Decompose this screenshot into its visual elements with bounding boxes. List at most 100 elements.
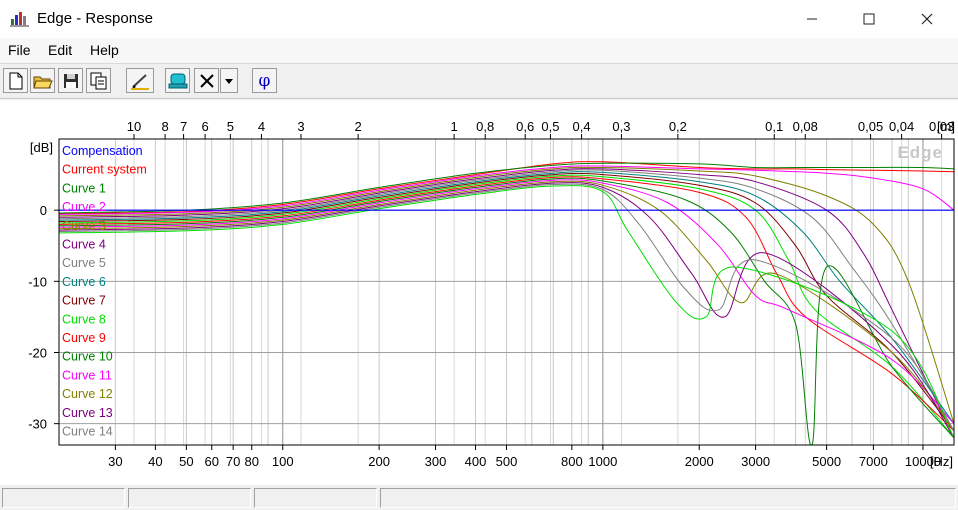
minimize-button[interactable] [783, 0, 841, 38]
x2-tick-label: 8 [161, 119, 168, 134]
open-button[interactable] [30, 68, 55, 93]
menu-edit[interactable]: Edit [48, 42, 73, 58]
x2-tick-label: 0,08 [793, 119, 818, 134]
y-axis-label: [dB] [30, 140, 53, 155]
response-curve-6 [59, 171, 954, 424]
x-tick-label: 100 [272, 454, 294, 469]
edge-watermark: Edge [897, 143, 943, 162]
menu-help[interactable]: Help [90, 42, 119, 58]
x2-tick-label: 0,8 [476, 119, 494, 134]
legend-entry: Curve 5 [62, 256, 106, 270]
x-tick-label: 10000 [905, 454, 941, 469]
save-disk-icon [63, 73, 78, 88]
x2-tick-label: 0,6 [516, 119, 534, 134]
response-curve-7 [59, 172, 954, 432]
x-tick-label: 80 [244, 454, 258, 469]
speaker-button[interactable] [165, 68, 190, 93]
response-curve-11 [59, 179, 954, 425]
x-tick-label: 7000 [859, 454, 888, 469]
maximize-button[interactable] [840, 0, 898, 38]
response-chart-area: 30 40 50 60 70 80 100 200 300 400 500 800 1000 2000 30… [0, 100, 958, 485]
legend-entry: Curve 4 [62, 238, 106, 252]
response-chart[interactable]: 30 40 50 60 70 80 100 200 300 400 500 800 1000 2000 30… [0, 100, 958, 485]
x-tick-label: 50 [179, 454, 193, 469]
legend-entry: Compensation [62, 144, 143, 158]
response-curve-13 [59, 182, 954, 439]
y-tick-label: -30 [28, 417, 47, 432]
save-button[interactable] [58, 68, 83, 93]
maximize-icon [863, 13, 875, 25]
copy-button[interactable] [86, 68, 111, 93]
x-tick-label: 2000 [685, 454, 714, 469]
response-curve-14 [59, 183, 954, 432]
response-curve-8 [59, 174, 954, 439]
draw-pen-button[interactable] [126, 68, 154, 93]
y-tick-label: 0 [40, 203, 47, 218]
x-tick-label: 200 [368, 454, 390, 469]
y-tick-label: -20 [28, 345, 47, 360]
plot-frame [58, 138, 955, 446]
x2-tick-label: 0,4 [573, 119, 591, 134]
x2-tick-label: 1 [450, 119, 457, 134]
x2-tick-label: 10 [127, 119, 141, 134]
legend-entry: Curve 10 [62, 350, 113, 364]
x-tick-label: 40 [148, 454, 162, 469]
x-tick-label: 800 [561, 454, 583, 469]
response-curve-3 [59, 166, 954, 424]
x2-tick-label: 0,5 [541, 119, 559, 134]
clear-dropdown-button[interactable] [220, 68, 238, 93]
phase-button[interactable]: φ [252, 68, 277, 93]
x2-tick-label: 4 [258, 119, 265, 134]
x-axis-label: [Hz] [930, 454, 953, 469]
x-tick-label: 70 [226, 454, 240, 469]
new-button[interactable] [3, 68, 28, 93]
x2-tick-label: 0,3 [612, 119, 630, 134]
delete-x-icon [199, 73, 214, 88]
chevron-down-icon [225, 78, 233, 84]
legend-entry: Curve 13 [62, 406, 113, 420]
x2-tick-label: 7 [180, 119, 187, 134]
x-tick-label: 1000 [588, 454, 617, 469]
status-bar [0, 486, 958, 510]
x2-tick-label: 0,03 [929, 119, 954, 134]
x2-tick-label: 0,2 [669, 119, 687, 134]
x2-tick-label: 0,04 [889, 119, 914, 134]
response-curve-5 [59, 169, 954, 432]
x2-tick-label: 6 [201, 119, 208, 134]
x-tick-label: 60 [204, 454, 218, 469]
clear-curves-button[interactable] [194, 68, 219, 93]
toolbar: φ [0, 64, 958, 99]
x2-tick-label: 0,1 [765, 119, 783, 134]
x2-axis-label: [m] [937, 119, 955, 134]
x-tick-label: 3000 [741, 454, 770, 469]
close-button[interactable] [898, 0, 956, 38]
status-pane-1 [2, 488, 125, 508]
minimize-icon [807, 18, 817, 20]
status-pane-4 [380, 488, 956, 508]
title-bar: Edge - Response [0, 0, 958, 38]
menu-file[interactable]: File [8, 42, 31, 58]
x2-tick-label: 3 [297, 119, 304, 134]
legend-entry: Curve 2 [62, 200, 106, 214]
close-icon [921, 13, 933, 25]
y-tick-label: -10 [28, 274, 47, 289]
legend-entry: Curve 7 [62, 294, 106, 308]
legend-entry: Curve 8 [62, 312, 106, 326]
legend-entry: Curve 14 [62, 425, 113, 439]
copy-icon [90, 72, 106, 89]
x-tick-label: 300 [425, 454, 447, 469]
response-curve-10 [59, 177, 954, 445]
status-pane-3 [254, 488, 377, 508]
menu-bar: File Edit Help [0, 38, 958, 64]
legend-entry: Curve 11 [62, 368, 112, 382]
x-tick-label: 400 [465, 454, 487, 469]
legend-entry: Curve 1 [62, 181, 106, 195]
new-file-icon [9, 72, 22, 89]
window-title: Edge - Response [37, 10, 153, 27]
legend-entry: Curve 6 [62, 275, 106, 289]
response-curve-0 [59, 161, 954, 215]
speaker-icon [168, 73, 187, 88]
response-curve-9 [59, 176, 954, 432]
status-pane-2 [128, 488, 251, 508]
response-curve-2 [59, 165, 954, 215]
